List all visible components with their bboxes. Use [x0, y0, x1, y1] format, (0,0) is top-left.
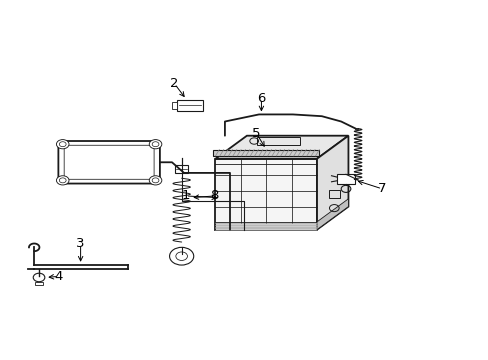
Circle shape	[149, 140, 162, 149]
Polygon shape	[337, 174, 354, 184]
Polygon shape	[316, 199, 348, 230]
Circle shape	[169, 247, 193, 265]
Text: 8: 8	[210, 189, 218, 202]
Text: 5: 5	[252, 127, 260, 140]
Text: 1: 1	[181, 189, 189, 202]
Circle shape	[149, 176, 162, 185]
Polygon shape	[215, 159, 316, 230]
Text: 7: 7	[377, 183, 386, 195]
Circle shape	[33, 273, 45, 282]
Polygon shape	[172, 102, 177, 109]
Polygon shape	[215, 136, 348, 159]
Text: 4: 4	[54, 270, 62, 283]
Polygon shape	[177, 100, 203, 111]
Polygon shape	[213, 149, 319, 156]
Circle shape	[56, 140, 69, 149]
Text: 6: 6	[257, 92, 265, 105]
Text: 3: 3	[76, 237, 85, 250]
Polygon shape	[215, 222, 316, 230]
Circle shape	[56, 176, 69, 185]
Polygon shape	[316, 136, 348, 230]
Polygon shape	[175, 165, 188, 173]
Text: 2: 2	[170, 77, 178, 90]
